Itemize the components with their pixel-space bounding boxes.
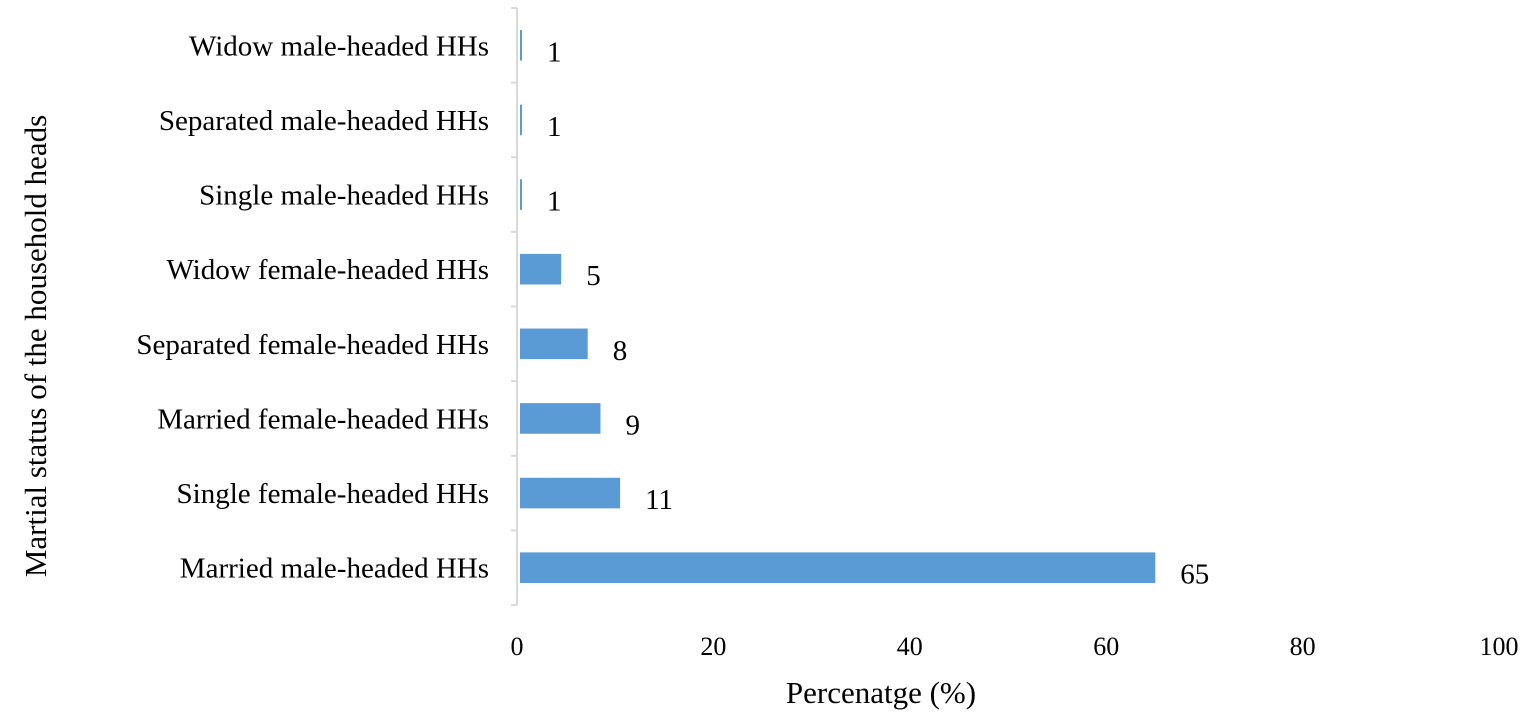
category-label: Separated male-headed HHs — [159, 105, 489, 137]
bar — [520, 477, 621, 509]
x-tick-labels-group: 0 20 40 60 80 100 — [511, 632, 1519, 661]
bar — [520, 328, 588, 360]
data-label: 1 — [547, 36, 562, 68]
x-tick-label: 100 — [1480, 632, 1519, 661]
data-label: 1 — [547, 111, 562, 143]
data-label: 5 — [586, 260, 601, 292]
x-tick-label: 20 — [700, 632, 726, 661]
category-label: Married male-headed HHs — [180, 553, 489, 585]
bar — [520, 179, 522, 210]
category-labels-group: Married male-headed HHs Single female-hea… — [136, 30, 489, 584]
category-label: Widow male-headed HHs — [189, 30, 489, 62]
data-label: 11 — [645, 484, 673, 516]
x-tick-label: 60 — [1093, 632, 1119, 661]
x-axis-title: Percenatge (%) — [786, 675, 976, 710]
category-label: Separated female-headed HHs — [136, 329, 489, 361]
category-label: Single female-headed HHs — [177, 478, 489, 510]
x-tick-label: 40 — [897, 632, 923, 661]
category-label: Single male-headed HHs — [199, 180, 489, 212]
bar — [520, 403, 601, 434]
data-label: 65 — [1180, 559, 1209, 591]
category-label: Married female-headed HHs — [157, 403, 489, 435]
axes-group — [511, 7, 518, 606]
bar — [520, 30, 522, 61]
category-label: Widow female-headed HHs — [166, 254, 489, 286]
bar — [520, 253, 562, 285]
data-label: 1 — [547, 186, 562, 218]
data-label: 8 — [613, 335, 628, 367]
bar — [520, 552, 1156, 583]
bar — [520, 104, 522, 136]
bars-group — [520, 30, 1156, 583]
x-tick-label: 80 — [1290, 632, 1316, 661]
data-label: 9 — [625, 409, 640, 441]
x-tick-label: 0 — [511, 632, 524, 661]
y-axis-title: Martial status of the household heads — [18, 115, 53, 577]
